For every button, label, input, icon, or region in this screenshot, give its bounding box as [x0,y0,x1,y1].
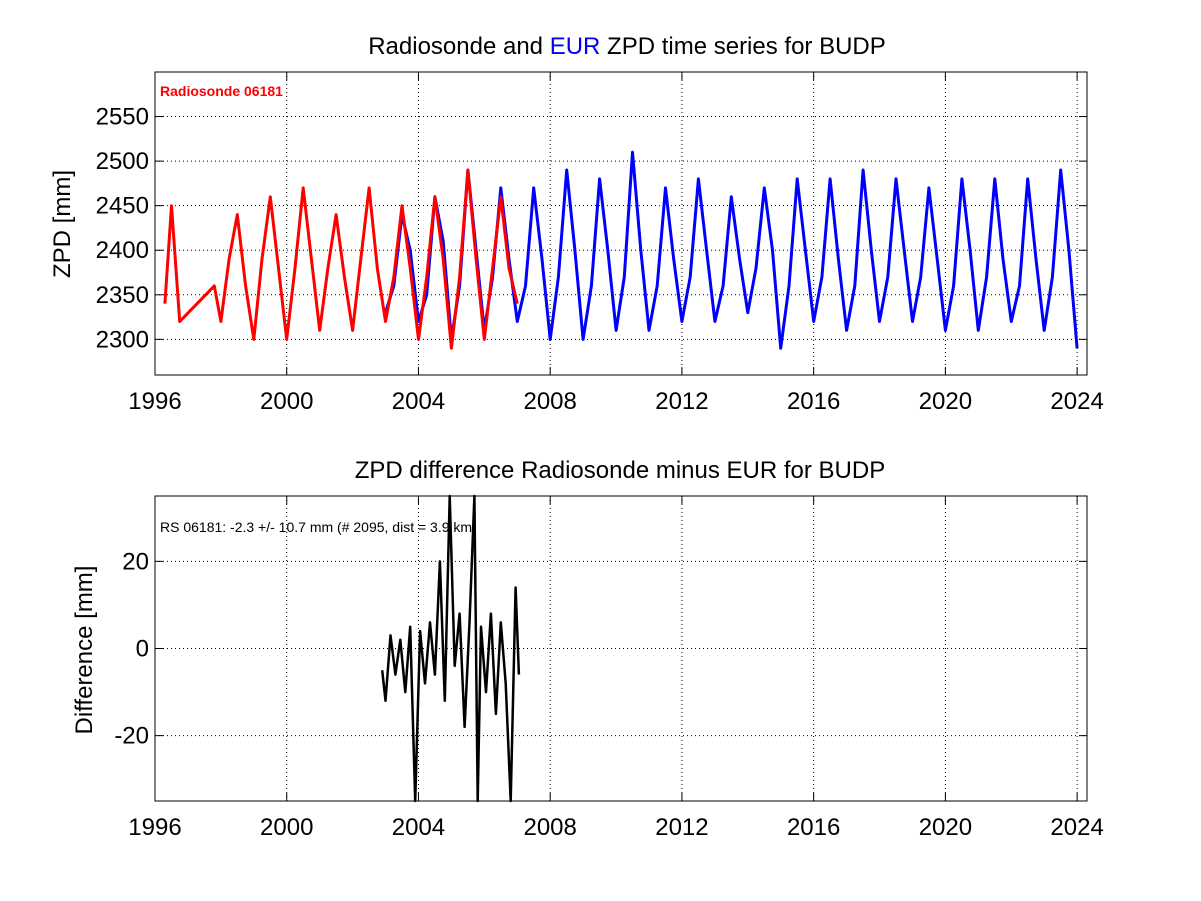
top-x-tick-label: 2008 [523,388,576,415]
top-y-tick-label: 2400 [96,237,149,264]
top-y-tick-label: 2300 [96,326,149,353]
top-x-tick-label: 2020 [919,388,972,415]
bottom-x-tick-label: 2016 [787,814,840,841]
top-y-tick-label: 2350 [96,282,149,309]
bottom-annotation: RS 06181: -2.3 +/- 10.7 mm (# 2095, dist… [160,519,477,535]
bottom-x-tick-label: 2004 [392,814,445,841]
zpd-difference-panel: ZPD difference Radiosonde minus EUR for … [71,457,1104,841]
bottom-x-tick-label: 2024 [1050,814,1103,841]
top-x-tick-label: 2000 [260,388,313,415]
top-annotation: Radiosonde 06181 [160,83,283,99]
bottom-x-tick-label: 2020 [919,814,972,841]
top-plot-area [155,72,1087,375]
zpd-time-series-panel: Radiosonde and EUR ZPD time series for B… [49,33,1104,415]
top-title-part-2: EUR [550,33,601,60]
top-series-group [163,150,1079,350]
top-x-tick-label: 2004 [392,388,445,415]
bottom-y-tick-label: 0 [136,636,149,663]
top-x-tick-label: 2016 [787,388,840,415]
bottom-chart-title: ZPD difference Radiosonde minus EUR for … [355,457,885,484]
top-series-line-1 [163,168,519,350]
bottom-series-line-0 [380,494,521,803]
top-series-line-0 [384,150,1079,350]
top-x-tick-label: 1996 [128,388,181,415]
top-title-part-1: Radiosonde and [368,33,549,60]
top-y-tick-label: 2500 [96,148,149,175]
top-x-tick-label: 2012 [655,388,708,415]
top-title-part-3: ZPD time series for BUDP [600,33,885,60]
top-y-axis-label: ZPD [mm] [49,170,76,278]
top-ticks: 1996 2000 2004 2008 2012 2016 2020 2024 2300 2350… [96,72,1104,415]
bottom-ticks: 1996 2000 2004 2008 2012 2016 2020 2024 -20 0 20 [114,496,1104,841]
bottom-series-group [380,494,521,803]
top-chart-title: Radiosonde and EUR ZPD time series for B… [368,33,886,60]
bottom-y-tick-label: -20 [114,723,149,750]
bottom-x-tick-label: 2000 [260,814,313,841]
bottom-x-tick-label: 1996 [128,814,181,841]
bottom-y-axis-label: Difference [mm] [71,566,98,735]
top-y-tick-label: 2550 [96,104,149,131]
bottom-y-tick-label: 20 [122,548,149,575]
top-axes-frame [154,71,1088,376]
bottom-x-tick-label: 2008 [523,814,576,841]
bottom-x-tick-label: 2012 [655,814,708,841]
top-y-tick-label: 2450 [96,193,149,220]
top-x-tick-label: 2024 [1050,388,1103,415]
